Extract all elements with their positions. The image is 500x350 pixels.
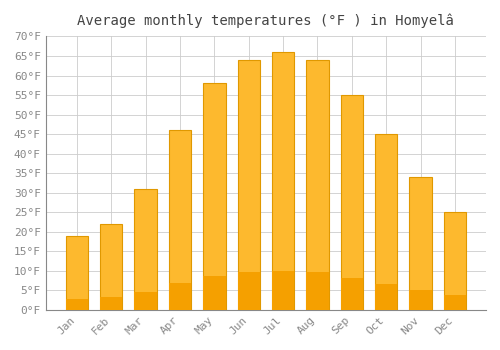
Bar: [340, 278, 363, 310]
Bar: [169, 130, 191, 310]
Bar: [100, 297, 122, 310]
Bar: [444, 212, 466, 310]
Bar: [66, 299, 88, 310]
Bar: [134, 292, 157, 310]
Title: Average monthly temperatures (°F ) in Homyelâ: Average monthly temperatures (°F ) in Ho…: [78, 14, 454, 28]
Bar: [238, 60, 260, 310]
Bar: [375, 134, 398, 310]
Bar: [444, 295, 466, 310]
Bar: [203, 276, 226, 310]
Bar: [203, 83, 226, 310]
Bar: [306, 60, 328, 310]
Bar: [272, 271, 294, 310]
Bar: [306, 272, 328, 310]
Bar: [410, 290, 432, 310]
Bar: [272, 52, 294, 310]
Bar: [66, 236, 88, 310]
Bar: [238, 272, 260, 310]
Bar: [134, 189, 157, 310]
Bar: [410, 177, 432, 310]
Bar: [375, 284, 398, 310]
Bar: [340, 95, 363, 310]
Bar: [169, 283, 191, 310]
Bar: [100, 224, 122, 310]
